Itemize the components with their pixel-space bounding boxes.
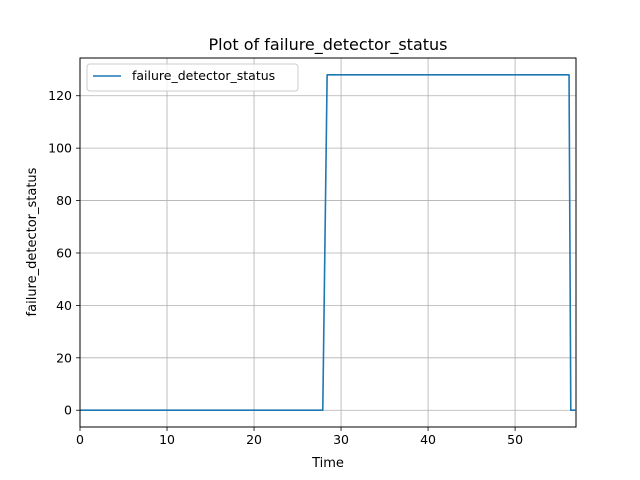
- series-layer: [80, 73, 576, 412]
- plot-frame: [79, 57, 577, 428]
- series-line-failure-detector-status: [80, 73, 576, 412]
- legend-box: [86, 63, 299, 92]
- x-tick-label: 20: [246, 432, 262, 447]
- x-tick-label: 10: [159, 432, 175, 447]
- y-tick-label: 0: [64, 403, 72, 418]
- legend: failure_detector_status: [86, 63, 299, 92]
- y-tick-label: 20: [56, 350, 72, 365]
- x-tick-label: 30: [333, 432, 349, 447]
- y-tick-label: 100: [48, 141, 72, 156]
- y-axis-label: failure_detector_status: [25, 167, 40, 316]
- x-tick-label: 50: [507, 432, 523, 447]
- x-axis-label: Time: [311, 456, 344, 471]
- x-tick-label: 40: [420, 432, 436, 447]
- tick-layer: 0 10 20 30 40 50 0 20 40 60 80 100 120: [48, 88, 523, 447]
- y-tick-label: 80: [56, 193, 72, 208]
- y-tick-label: 120: [48, 88, 72, 103]
- legend-label: failure_detector_status: [132, 68, 275, 83]
- chart-title: Plot of failure_detector_status: [208, 35, 447, 55]
- grid-lines: [79, 58, 576, 427]
- y-tick-label: 60: [56, 245, 72, 260]
- x-tick-label: 0: [76, 432, 84, 447]
- y-tick-label: 40: [56, 298, 72, 313]
